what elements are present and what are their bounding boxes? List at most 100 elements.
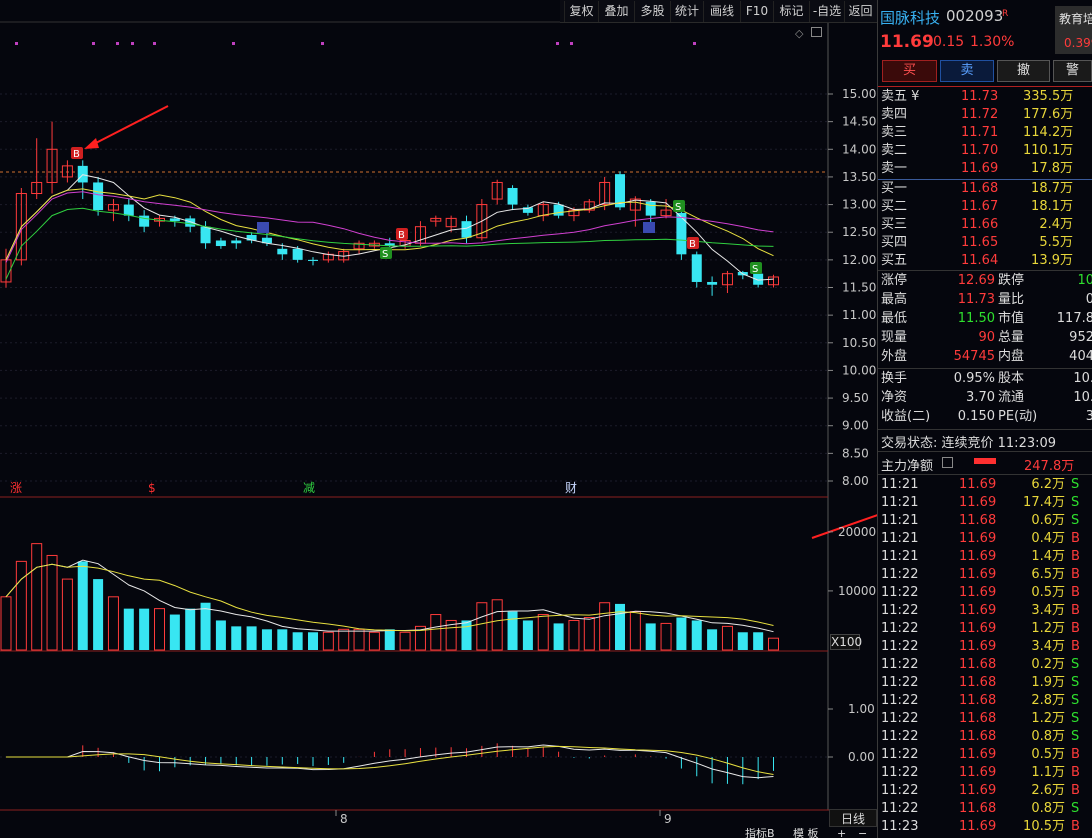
tick-volume: 1.2万 bbox=[1031, 711, 1065, 726]
order-book-row[interactable]: 卖三 11.71 114.2万 bbox=[879, 124, 1092, 142]
diamond-icon[interactable]: ◇ bbox=[795, 27, 804, 40]
volume-bar bbox=[399, 631, 411, 651]
volume-bar bbox=[753, 632, 764, 650]
alert-button[interactable]: 警 bbox=[1053, 60, 1092, 82]
order-book-row[interactable]: 卖一 11.69 17.8万 bbox=[879, 160, 1092, 178]
stat-value: 11.50 bbox=[957, 311, 995, 326]
stat-value: 117.8 bbox=[1056, 311, 1092, 326]
stat-row: 收益(二) 0.150 PE(动) 3 bbox=[879, 408, 1092, 426]
volume-bar bbox=[31, 543, 43, 651]
order-book-row[interactable]: 卖二 11.70 110.1万 bbox=[879, 142, 1092, 160]
sell-button[interactable]: 卖 bbox=[940, 60, 994, 82]
candle-body bbox=[476, 204, 488, 239]
candle-body bbox=[31, 181, 43, 195]
candle-body bbox=[768, 276, 779, 286]
tick-price: 11.68 bbox=[959, 729, 997, 744]
buy-button[interactable]: 买 bbox=[882, 60, 937, 82]
candle-body bbox=[292, 248, 303, 260]
tick-side: S bbox=[1071, 693, 1080, 708]
stat-row: 外盘 54745 内盘 404 bbox=[879, 348, 1092, 366]
candle-body bbox=[277, 248, 288, 255]
tick-volume: 6.5万 bbox=[1031, 567, 1065, 582]
order-volume: 18.1万 bbox=[1031, 199, 1073, 214]
toolbar-button-7[interactable]: -自选 bbox=[809, 1, 844, 22]
cancel-button[interactable]: 撤 bbox=[997, 60, 1050, 82]
marker-dot bbox=[116, 42, 119, 45]
toolbar-button-5[interactable]: F10 bbox=[740, 1, 773, 22]
template-button[interactable]: 模 板 bbox=[793, 828, 819, 838]
order-label: 卖三 bbox=[881, 125, 908, 140]
toolbar-button-2[interactable]: 多股 bbox=[634, 1, 670, 22]
volume-bar bbox=[322, 631, 334, 651]
toolbar-button-4[interactable]: 画线 bbox=[703, 1, 740, 22]
tick-volume: 17.4万 bbox=[1023, 495, 1065, 510]
candle-body bbox=[583, 201, 595, 211]
divider bbox=[878, 368, 1092, 369]
tick-row: 11:22 11.68 2.8万 S bbox=[879, 692, 1092, 710]
tick-side: B bbox=[1071, 585, 1080, 600]
stat-row: 最低 11.50 市值 117.8 bbox=[879, 310, 1092, 328]
stock-price: 11.69 bbox=[880, 32, 934, 52]
tick-volume: 0.8万 bbox=[1031, 729, 1065, 744]
candle-body bbox=[707, 281, 718, 285]
indicator-button[interactable]: 指标B bbox=[745, 828, 775, 838]
order-price: 11.64 bbox=[961, 253, 999, 268]
order-book-row[interactable]: 买四 11.65 5.5万 bbox=[879, 234, 1092, 252]
order-book-row[interactable]: 卖五 ¥ 11.73 335.5万 bbox=[879, 88, 1092, 106]
menu-icon[interactable] bbox=[942, 457, 953, 468]
stat-value: 3.70 bbox=[966, 390, 995, 405]
tab-education[interactable]: 教育培 bbox=[1055, 6, 1092, 54]
tick-side: S bbox=[1071, 729, 1080, 744]
volume-bar bbox=[61, 578, 73, 651]
toolbar-button-1[interactable]: 叠加 bbox=[598, 1, 634, 22]
volume-bar bbox=[645, 623, 656, 650]
window-icon[interactable] bbox=[811, 27, 822, 37]
price-tick-label: 11.00 bbox=[842, 308, 876, 322]
candle-body bbox=[308, 259, 318, 261]
toolbar-button-3[interactable]: 统计 bbox=[670, 1, 703, 22]
stat-label: PE(动) bbox=[998, 409, 1038, 424]
volume-bar bbox=[461, 620, 472, 650]
stat-row: 净资 3.70 流通 10. bbox=[879, 389, 1092, 407]
stat-label: 换手 bbox=[881, 371, 908, 386]
tick-side: S bbox=[1071, 801, 1080, 816]
candle-body bbox=[553, 204, 564, 216]
tick-side: B bbox=[1071, 549, 1080, 564]
order-price: 11.65 bbox=[961, 235, 999, 250]
order-book-row[interactable]: 卖四 11.72 177.6万 bbox=[879, 106, 1092, 124]
signal-badge-B bbox=[396, 228, 408, 240]
zoom-in-button[interactable]: + bbox=[837, 828, 847, 838]
divider bbox=[878, 474, 1092, 475]
order-volume: 18.7万 bbox=[1031, 181, 1073, 196]
tick-row: 11:22 11.68 1.9万 S bbox=[879, 674, 1092, 692]
divider bbox=[878, 451, 1092, 452]
order-book-row[interactable]: 买三 11.66 2.4万 bbox=[879, 216, 1092, 234]
marker-dot bbox=[92, 42, 95, 45]
period-label[interactable]: 日线 bbox=[829, 809, 877, 827]
order-label: 买三 bbox=[881, 217, 908, 232]
price-tick-label: 13.00 bbox=[842, 198, 876, 212]
order-book-row[interactable]: 买一 11.68 18.7万 bbox=[879, 180, 1092, 198]
toolbar-button-6[interactable]: 标记 bbox=[773, 1, 809, 22]
order-book-row[interactable]: 买二 11.67 18.1万 bbox=[879, 198, 1092, 216]
toolbar-button-0[interactable]: 复权 bbox=[564, 1, 598, 22]
macd-tick-label: 1.00 bbox=[848, 702, 875, 716]
toolbar-button-8[interactable]: 返回 bbox=[844, 1, 876, 22]
signal-label: S bbox=[675, 202, 681, 213]
tick-time: 11:22 bbox=[881, 765, 919, 780]
candle-body bbox=[139, 215, 150, 227]
marker-dot bbox=[556, 42, 559, 45]
order-book-row[interactable]: 买五 11.64 13.9万 bbox=[879, 252, 1092, 270]
tick-row: 11:22 11.68 1.2万 S bbox=[879, 710, 1092, 728]
order-price: 11.67 bbox=[961, 199, 999, 214]
divider bbox=[878, 179, 1092, 180]
tick-side: S bbox=[1071, 495, 1080, 510]
x-tick-label: 9 bbox=[664, 812, 672, 826]
zoom-out-button[interactable]: − bbox=[858, 828, 868, 838]
candle-body bbox=[461, 221, 472, 238]
tick-row: 11:22 11.69 6.5万 B bbox=[879, 566, 1092, 584]
candle-body bbox=[753, 273, 764, 285]
volume-bar bbox=[200, 602, 211, 650]
marker-dot bbox=[570, 42, 573, 45]
